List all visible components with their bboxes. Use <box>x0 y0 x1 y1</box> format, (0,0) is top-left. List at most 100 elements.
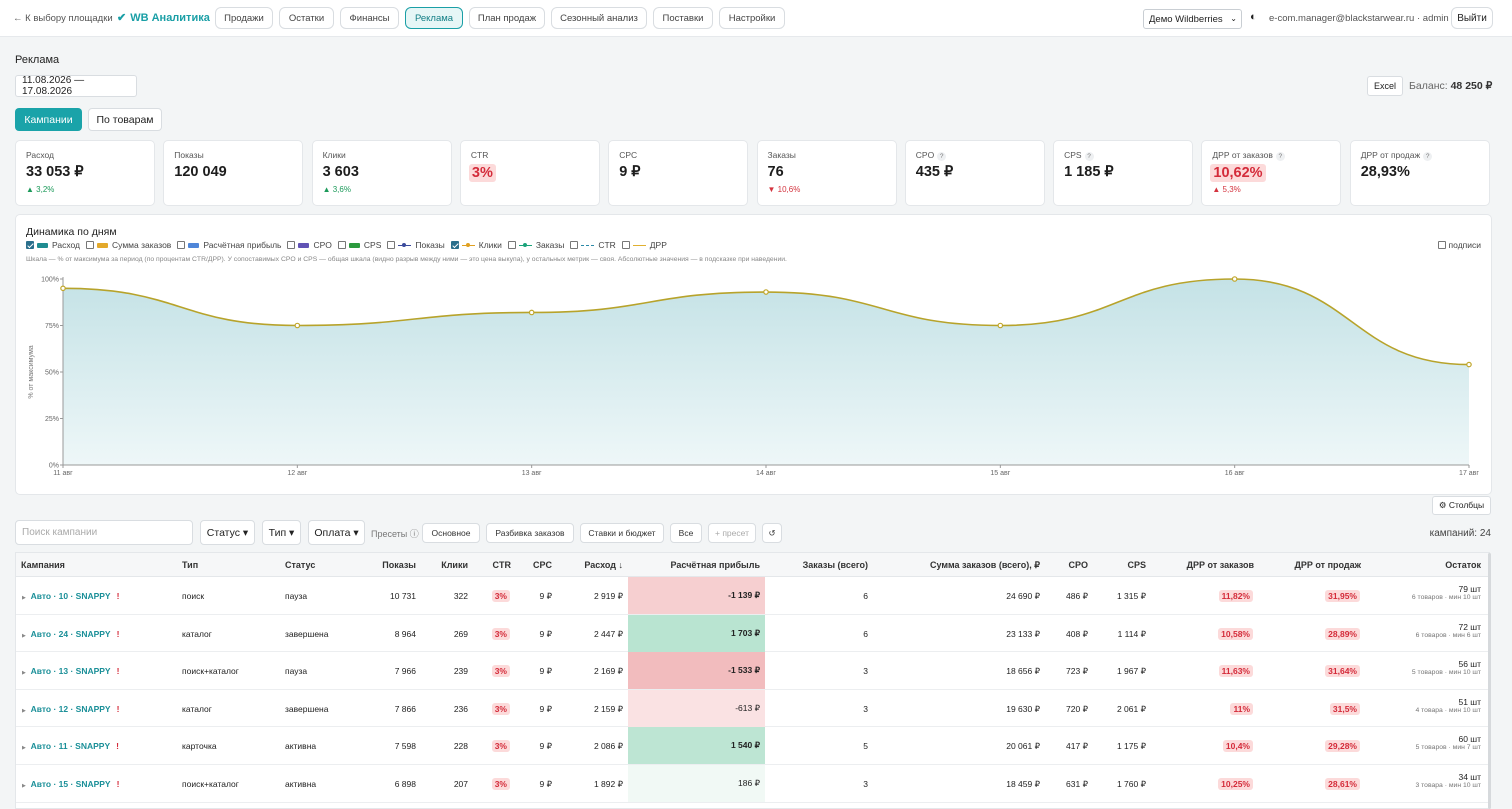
campaign-name-link[interactable]: Авто · 12 · SNAPPY <box>30 703 111 714</box>
column-header[interactable]: Остаток <box>1445 560 1481 570</box>
help-icon[interactable]: ? <box>937 152 947 161</box>
column-header[interactable]: Тип <box>182 560 199 570</box>
legend-checkbox[interactable] <box>86 241 95 249</box>
campaign-name-link[interactable]: Авто · 13 · SNAPPY <box>30 666 111 677</box>
expand-icon[interactable]: ▶ <box>22 783 26 789</box>
table-row[interactable]: ▶ Авто · 13 · SNAPPY! поиск+каталог пауза 7… <box>16 652 1489 690</box>
nav-settings[interactable]: Настройки <box>719 7 785 29</box>
legend-checkbox[interactable] <box>507 241 516 249</box>
metric-badge: 10,58% <box>1218 627 1253 640</box>
campaign-name-cell[interactable]: ▶ Авто · 11 · SNAPPY! <box>22 741 119 751</box>
column-header[interactable]: Расход ↓ <box>584 560 623 570</box>
legend-checkbox[interactable] <box>287 241 296 249</box>
legend-checkbox[interactable] <box>177 241 186 249</box>
app-logo[interactable]: ✔ WB Аналитика <box>117 11 210 25</box>
column-header[interactable]: CPO <box>1068 560 1088 570</box>
back-to-platform-link[interactable]: ← К выбору площадки <box>13 13 113 24</box>
legend-checkbox[interactable] <box>570 241 579 249</box>
preset-bids-budget-button[interactable]: Ставки и бюджет <box>580 523 664 543</box>
campaign-name-cell[interactable]: ▶ Авто · 15 · SNAPPY! <box>22 779 119 789</box>
signs-toggle[interactable]: подписи <box>1437 240 1481 250</box>
table-row[interactable]: ▶ Авто · 24 · SNAPPY! каталог завершена 8 9… <box>16 614 1489 653</box>
campaign-name-cell[interactable]: ▶ Авто · 12 · SNAPPY! <box>22 704 119 714</box>
column-header[interactable]: Статус <box>285 560 316 570</box>
date-range-picker[interactable]: 11.08.2026 — 17.08.2026 <box>15 75 137 97</box>
table-row[interactable]: ▶ Авто · 10 · SNAPPY! поиск пауза 10 731 322… <box>16 577 1489 615</box>
legend-checkbox[interactable] <box>26 241 34 249</box>
help-icon[interactable]: ? <box>1084 152 1094 161</box>
excel-export-button[interactable]: Excel <box>1367 76 1403 96</box>
column-header[interactable]: Заказы (всего) <box>802 560 868 570</box>
legend-item[interactable]: CTR <box>570 240 616 250</box>
columns-button[interactable]: ⚙ Столбцы <box>1432 496 1491 515</box>
reset-icon[interactable]: ↺ <box>762 523 782 543</box>
campaign-name-cell[interactable]: ▶ Авто · 24 · SNAPPY! <box>22 629 119 639</box>
nav-sales[interactable]: Продажи <box>215 7 273 29</box>
legend-checkbox[interactable] <box>337 241 346 249</box>
column-header[interactable]: Клики <box>441 560 468 570</box>
campaign-search-input[interactable]: Поиск кампании <box>15 520 193 545</box>
legend-item[interactable]: Расчётная прибыль <box>177 240 281 250</box>
preset-orders-breakdown-button[interactable]: Разбивка заказов <box>486 523 574 543</box>
campaign-name-link[interactable]: Авто · 24 · SNAPPY <box>30 628 111 639</box>
nav-supplies[interactable]: Поставки <box>653 7 713 29</box>
table-row[interactable]: ▶ Авто · 11 · SNAPPY! карточка активна 7 59… <box>16 727 1489 765</box>
expand-icon[interactable]: ▶ <box>22 745 26 752</box>
help-icon[interactable]: ? <box>1423 152 1433 161</box>
legend-item[interactable]: Сумма заказов <box>86 240 171 250</box>
campaign-name-link[interactable]: Авто · 11 · SNAPPY <box>30 741 111 752</box>
nav-season-analysis[interactable]: Сезонный анализ <box>551 7 647 29</box>
table-row[interactable]: ▶ Авто · 12 · SNAPPY! каталог завершена 7 8… <box>16 689 1489 728</box>
column-header[interactable]: ДРР от заказов <box>1186 560 1254 570</box>
column-header[interactable]: ДРР от продаж <box>1294 560 1361 570</box>
help-icon[interactable]: ? <box>1275 152 1285 161</box>
nav-stock[interactable]: Остатки <box>279 7 334 29</box>
column-header[interactable]: Сумма заказов (всего), ₽ <box>929 560 1040 570</box>
column-header[interactable]: Расчётная прибыль <box>670 560 760 570</box>
legend-item[interactable]: CPS <box>337 240 381 250</box>
tab-by-products[interactable]: По товарам <box>88 108 162 131</box>
campaign-name-cell[interactable]: ▶ Авто · 13 · SNAPPY! <box>22 666 119 676</box>
campaign-name-link[interactable]: Авто · 10 · SNAPPY <box>30 591 111 601</box>
expand-icon[interactable]: ▶ <box>22 595 26 601</box>
legend-item[interactable]: Клики <box>450 240 502 250</box>
legend-item[interactable]: Показы <box>387 240 445 250</box>
column-header[interactable]: CPS <box>1127 560 1146 570</box>
campaign-name-cell[interactable]: ▶ Авто · 10 · SNAPPY! <box>22 591 119 601</box>
expand-icon[interactable]: ▶ <box>22 632 26 639</box>
preset-main-button[interactable]: Основное <box>422 523 480 543</box>
theme-toggle-icon[interactable]: ◐ <box>1250 11 1257 23</box>
preset-all-button[interactable]: Все <box>670 523 702 543</box>
legend-item[interactable]: ДРР <box>621 240 667 250</box>
expand-icon[interactable]: ▶ <box>22 707 26 714</box>
expand-icon[interactable]: ▶ <box>22 670 26 677</box>
legend-item[interactable]: Расход <box>26 240 80 250</box>
cell-cps: 2 061 ₽ <box>1117 704 1146 715</box>
column-header[interactable]: Показы <box>382 560 416 570</box>
legend-item[interactable]: CPO <box>287 240 332 250</box>
type-filter[interactable]: Тип ▾ <box>262 520 301 545</box>
table-row[interactable]: ▶ Авто · 15 · SNAPPY! поиск+каталог активн… <box>16 765 1489 803</box>
column-header[interactable]: Кампания <box>21 560 65 570</box>
profit-value: 1 540 ₽ <box>730 740 760 751</box>
legend-checkbox[interactable] <box>450 241 459 249</box>
column-header[interactable]: CPC <box>532 560 552 570</box>
campaign-name-link[interactable]: Авто · 15 · SNAPPY <box>30 779 111 789</box>
account-select[interactable]: Демо Wildberries ⌄ <box>1143 9 1242 29</box>
payment-filter[interactable]: Оплата ▾ <box>308 520 365 545</box>
metric-badge: 31,5% <box>1329 702 1360 715</box>
table-scrollbar[interactable] <box>1488 553 1491 809</box>
tab-campaigns[interactable]: Кампании <box>15 108 82 131</box>
legend-checkbox[interactable] <box>387 241 396 249</box>
nav-sales-plan[interactable]: План продаж <box>469 7 545 29</box>
signs-checkbox[interactable] <box>1437 241 1446 249</box>
logout-button[interactable]: Выйти <box>1451 7 1493 29</box>
status-filter[interactable]: Статус ▾ <box>200 520 255 545</box>
nav-advertising[interactable]: Реклама <box>405 7 463 29</box>
add-preset-button[interactable]: + пресет <box>708 523 756 543</box>
stock-value: 72 шт <box>1458 621 1481 632</box>
legend-checkbox[interactable] <box>621 241 630 249</box>
legend-item[interactable]: Заказы <box>507 240 564 250</box>
column-header[interactable]: CTR <box>492 560 512 570</box>
nav-finance[interactable]: Финансы <box>340 7 399 29</box>
